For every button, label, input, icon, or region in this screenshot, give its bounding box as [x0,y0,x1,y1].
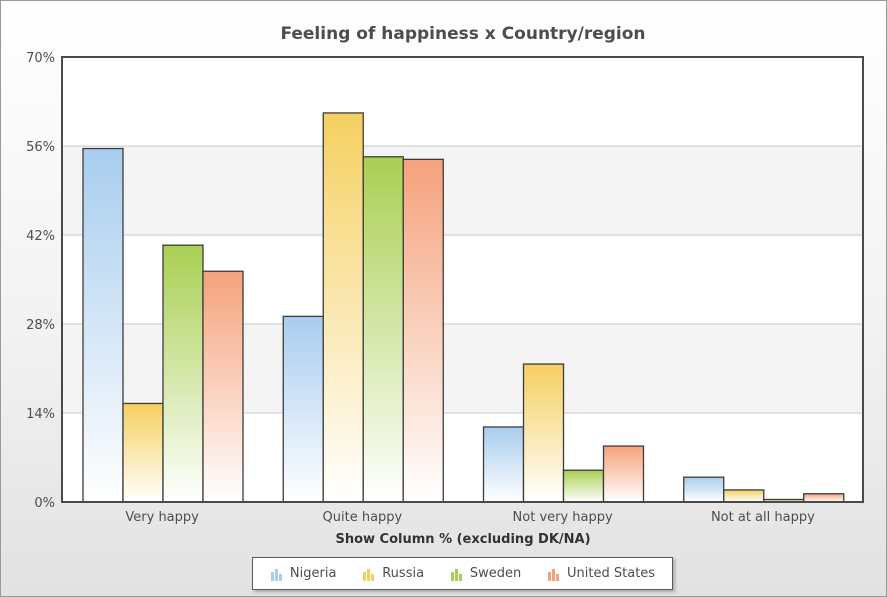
legend-label: Sweden [469,566,522,581]
bar-united-states [803,493,845,503]
legend-label: Nigeria [289,566,337,581]
legend: Nigeria Russia Sweden United States [252,557,673,590]
bar-united-states [402,158,444,503]
bar-russia [122,402,164,503]
bar-russia [723,489,765,503]
bar-sweden [362,156,404,503]
y-tick-label: 70% [26,51,55,66]
legend-item-sweden[interactable]: Sweden [450,566,521,581]
bar-sweden [562,469,605,503]
bar-chart-icon [548,568,560,581]
x-tick-label: Not very happy [513,510,613,525]
y-tick-label: 56% [26,140,55,155]
bar-sweden [162,244,204,503]
bar-russia [322,112,364,503]
legend-item-russia[interactable]: Russia [362,566,424,581]
bar-nigeria [82,147,124,503]
legend-label: United States [567,566,656,581]
x-tick-label: Very happy [125,510,199,525]
bar-nigeria [683,476,725,503]
bar-chart-icon [363,568,375,581]
x-tick-label: Quite happy [323,510,403,525]
x-axis-label: Show Column % (excluding DK/NA) [335,532,590,547]
bar-nigeria [282,315,324,503]
bar-united-states [602,445,645,503]
legend-item-nigeria[interactable]: Nigeria [270,566,337,581]
y-tick-label: 14% [26,407,55,422]
bar-chart-icon [270,568,282,581]
bar-chart-icon [450,568,462,581]
legend-label: Russia [382,566,425,581]
bar-russia [522,363,565,503]
x-tick-label: Not at all happy [711,510,815,525]
y-tick-label: 28% [26,318,55,333]
plot-border [61,56,864,503]
chart-title: Feeling of happiness x Country/region [280,24,645,44]
legend-item-united-states[interactable]: United States [547,566,655,581]
grid-band [62,146,863,235]
y-tick-label: 42% [26,229,55,244]
bar-nigeria [482,426,525,503]
y-tick-label: 0% [34,496,55,511]
bar-united-states [202,270,244,503]
